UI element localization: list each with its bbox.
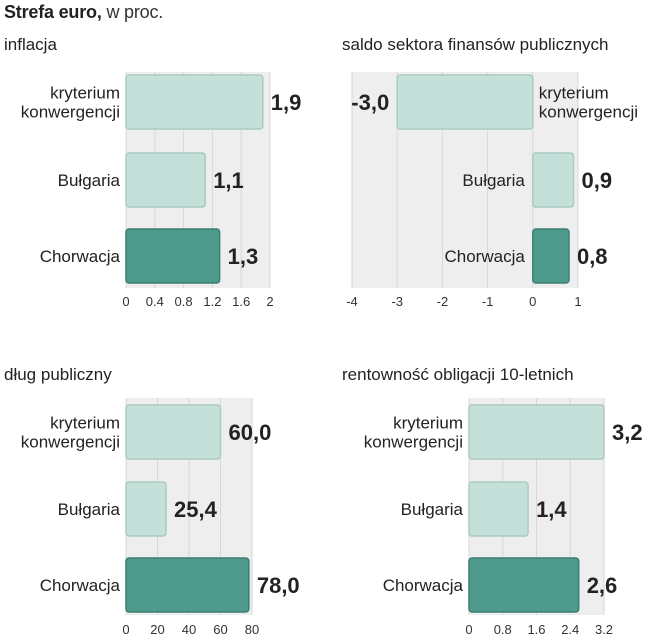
x-tick-label: 0 <box>529 294 536 309</box>
chart-title: inflacja <box>4 35 57 54</box>
bar <box>468 481 529 537</box>
bar <box>468 557 580 613</box>
x-tick-label: 2 <box>266 294 273 309</box>
category-label: Chorwacja <box>444 247 525 266</box>
data-label: 25,4 <box>174 497 218 522</box>
category-label: kryterium konwergencji <box>364 414 463 452</box>
data-label: 0,8 <box>577 244 608 269</box>
chart-panel-2: saldo sektora finansów publicznych -4 -3 -2… <box>342 35 638 309</box>
x-tick-label: -1 <box>482 294 494 309</box>
category-label: kryterium konwergencji <box>21 414 120 452</box>
x-tick-label: 0.8 <box>494 622 512 637</box>
x-tick-label: 1 <box>574 294 581 309</box>
data-label: 1,3 <box>228 244 259 269</box>
category-label: Chorwacja <box>40 247 121 266</box>
x-tick-label: 0 <box>122 622 129 637</box>
x-tick-label: 40 <box>182 622 196 637</box>
category-label: Chorwacja <box>383 576 464 595</box>
bar <box>125 228 221 284</box>
chart-title: saldo sektora finansów publicznych <box>342 35 608 54</box>
bar <box>532 228 570 284</box>
chart-panel-4: rentowność obligacji 10-letnich 0 0.8 1.6 2.… <box>342 365 643 637</box>
category-label: kryterium konwergencji <box>21 84 120 122</box>
x-tick-label: 0.4 <box>146 294 164 309</box>
data-label: 78,0 <box>257 573 300 598</box>
data-label: 1,1 <box>213 168 244 193</box>
x-tick-label: -3 <box>391 294 403 309</box>
x-tick-label: 0 <box>122 294 129 309</box>
chart-panel-3: dług publiczny 0 20 40 60 80 60,0 kryterium konw… <box>4 365 300 637</box>
data-label: 3,2 <box>612 420 643 445</box>
category-label: Bułgaria <box>58 171 121 190</box>
bar <box>468 404 605 460</box>
category-label: Bułgaria <box>401 500 464 519</box>
bar <box>125 404 222 460</box>
data-label: 60,0 <box>229 420 272 445</box>
x-tick-label: 3.2 <box>595 622 613 637</box>
x-tick-label: 20 <box>150 622 164 637</box>
category-label: Bułgaria <box>58 500 121 519</box>
x-tick-label: 1.6 <box>232 294 250 309</box>
x-tick-label: -2 <box>437 294 449 309</box>
category-label: Chorwacja <box>40 576 121 595</box>
x-tick-label: 80 <box>245 622 259 637</box>
bar <box>125 152 206 208</box>
category-label: Bułgaria <box>462 171 525 190</box>
data-label: 1,4 <box>536 497 567 522</box>
x-tick-label: 1.6 <box>527 622 545 637</box>
page-title-main: Strefa euro, <box>4 2 102 22</box>
chart-panel-1: inflacja 0 0.4 0.8 1.2 1.6 2 1,9 kryterium konwer… <box>4 35 301 309</box>
x-tick-label: 1.2 <box>203 294 221 309</box>
x-tick-label: 0.8 <box>175 294 193 309</box>
x-tick-label: 2.4 <box>561 622 579 637</box>
bar <box>532 152 575 208</box>
data-label: 0,9 <box>581 168 612 193</box>
bar <box>396 74 534 130</box>
bar <box>125 74 264 130</box>
category-label: kryterium konwergencji <box>539 84 638 122</box>
page-title: Strefa euro, w proc. <box>4 2 163 23</box>
chart-title: dług publiczny <box>4 365 112 384</box>
page-title-unit: w proc. <box>101 2 164 22</box>
data-label: 1,9 <box>271 90 302 115</box>
x-tick-label: 60 <box>213 622 227 637</box>
data-label: -3,0 <box>351 90 389 115</box>
bar <box>125 481 167 537</box>
bar <box>125 557 250 613</box>
x-tick-label: -4 <box>346 294 358 309</box>
x-tick-label: 0 <box>465 622 472 637</box>
data-label: 2,6 <box>587 573 618 598</box>
chart-title: rentowność obligacji 10-letnich <box>342 365 574 384</box>
